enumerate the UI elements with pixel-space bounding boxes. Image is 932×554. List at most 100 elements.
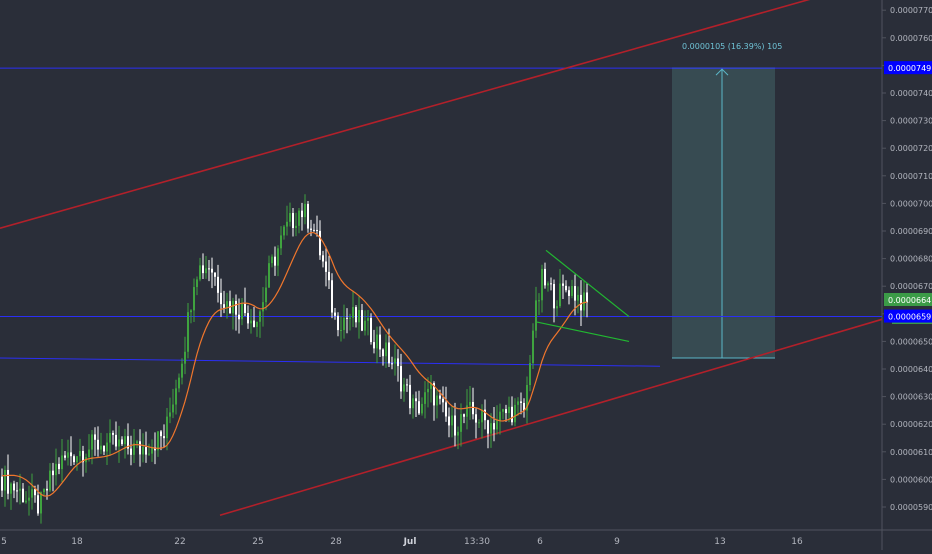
candle-body — [316, 229, 318, 231]
candle-body — [226, 301, 228, 308]
candle-body — [166, 416, 168, 439]
y-tick-label: 0.0000770 — [890, 6, 932, 15]
candle-body — [436, 395, 438, 406]
candle-body — [256, 321, 258, 327]
candle-body — [514, 404, 516, 423]
support-line — [0, 357, 661, 367]
candle-body — [397, 358, 399, 367]
candle-body — [193, 287, 195, 311]
candle-body — [379, 334, 381, 350]
x-tick-label: 9 — [614, 537, 620, 547]
candle-body — [268, 263, 270, 288]
y-tick-label: 0.0000610 — [890, 448, 932, 457]
candle-body — [61, 455, 63, 470]
candle-body — [28, 497, 30, 501]
candle-body — [340, 329, 342, 331]
candle-body — [358, 310, 360, 323]
candle-body — [217, 276, 219, 293]
price-tag-target-bg — [884, 61, 932, 75]
measure-arrow-head — [715, 68, 729, 76]
candle-body — [103, 445, 105, 452]
candle-body — [478, 422, 480, 424]
candle-body — [322, 255, 324, 262]
candle-body — [415, 398, 417, 402]
candle-body — [556, 306, 558, 309]
candle-body — [130, 448, 132, 455]
candle-body — [49, 470, 51, 491]
candle-body — [385, 342, 387, 357]
y-tick-label: 0.0000710 — [890, 172, 932, 181]
candle-body — [418, 401, 420, 414]
y-tick-label: 0.0000630 — [890, 393, 932, 402]
candle-body — [274, 256, 276, 266]
candle-body — [16, 490, 18, 492]
price-tag-current: 0.0000664 — [888, 296, 931, 305]
candle-body — [40, 492, 42, 514]
candle-body — [160, 431, 162, 437]
candle-body — [403, 384, 405, 392]
x-tick-label: 28 — [330, 537, 342, 547]
candle-body — [271, 256, 273, 264]
candle-body — [541, 268, 543, 301]
time-axis-panel — [0, 530, 932, 550]
candle-body — [505, 409, 507, 414]
candle-body — [265, 287, 267, 303]
price-tag-current-bg — [884, 293, 932, 306]
x-tick-label: 16 — [791, 537, 803, 547]
candle-body — [406, 384, 408, 386]
y-tick-label: 0.0000670 — [890, 282, 932, 291]
candle-body — [424, 392, 426, 404]
price-tag-target: 0.0000749 — [888, 64, 931, 73]
candle-body — [145, 447, 147, 455]
candle-body — [181, 363, 183, 378]
candle-body — [247, 313, 249, 324]
candle-body — [361, 310, 363, 331]
candle-body — [22, 488, 24, 503]
candle-body — [277, 248, 279, 266]
candle-body — [67, 452, 69, 458]
candle-body — [88, 449, 90, 458]
candle-body — [511, 406, 513, 423]
candle-body — [457, 431, 459, 436]
candle-body — [469, 402, 471, 406]
x-tick-label: 22 — [174, 537, 185, 547]
triangle-lower-line — [536, 321, 630, 342]
candle-body — [151, 447, 153, 454]
candle-body — [178, 377, 180, 389]
candle-body — [520, 401, 522, 403]
candle-body — [349, 317, 351, 319]
y-tick-label: 0.0000590 — [890, 503, 932, 512]
candle-body — [211, 268, 213, 273]
candle-body — [172, 404, 174, 413]
candle-body — [364, 320, 366, 331]
x-tick-label: 5 — [1, 537, 7, 547]
candle-body — [139, 441, 141, 455]
candle-body — [250, 320, 252, 324]
x-tick-label: 6 — [537, 537, 543, 547]
candle-body — [154, 447, 156, 451]
candle-body — [292, 213, 294, 229]
candle-body — [475, 414, 477, 423]
y-tick-label: 0.0000720 — [890, 144, 932, 153]
candle-body — [52, 470, 54, 476]
candle-body — [583, 292, 585, 311]
candle-body — [532, 330, 534, 364]
candle-body — [313, 229, 315, 231]
candle-body — [1, 476, 3, 491]
candle-body — [391, 363, 393, 365]
candle-body — [304, 203, 306, 218]
candle-body — [499, 411, 501, 421]
measure-box — [672, 68, 775, 358]
price-tag-entry-bg — [884, 309, 932, 323]
candle-body — [454, 415, 456, 436]
candle-body — [19, 488, 21, 491]
candle-body — [412, 398, 414, 409]
candle-body — [325, 261, 327, 272]
candle-body — [127, 436, 129, 449]
candle-body — [205, 268, 207, 274]
x-tick-label: 25 — [252, 537, 263, 547]
price-axis-panel — [882, 0, 932, 550]
candle-body — [253, 320, 255, 327]
